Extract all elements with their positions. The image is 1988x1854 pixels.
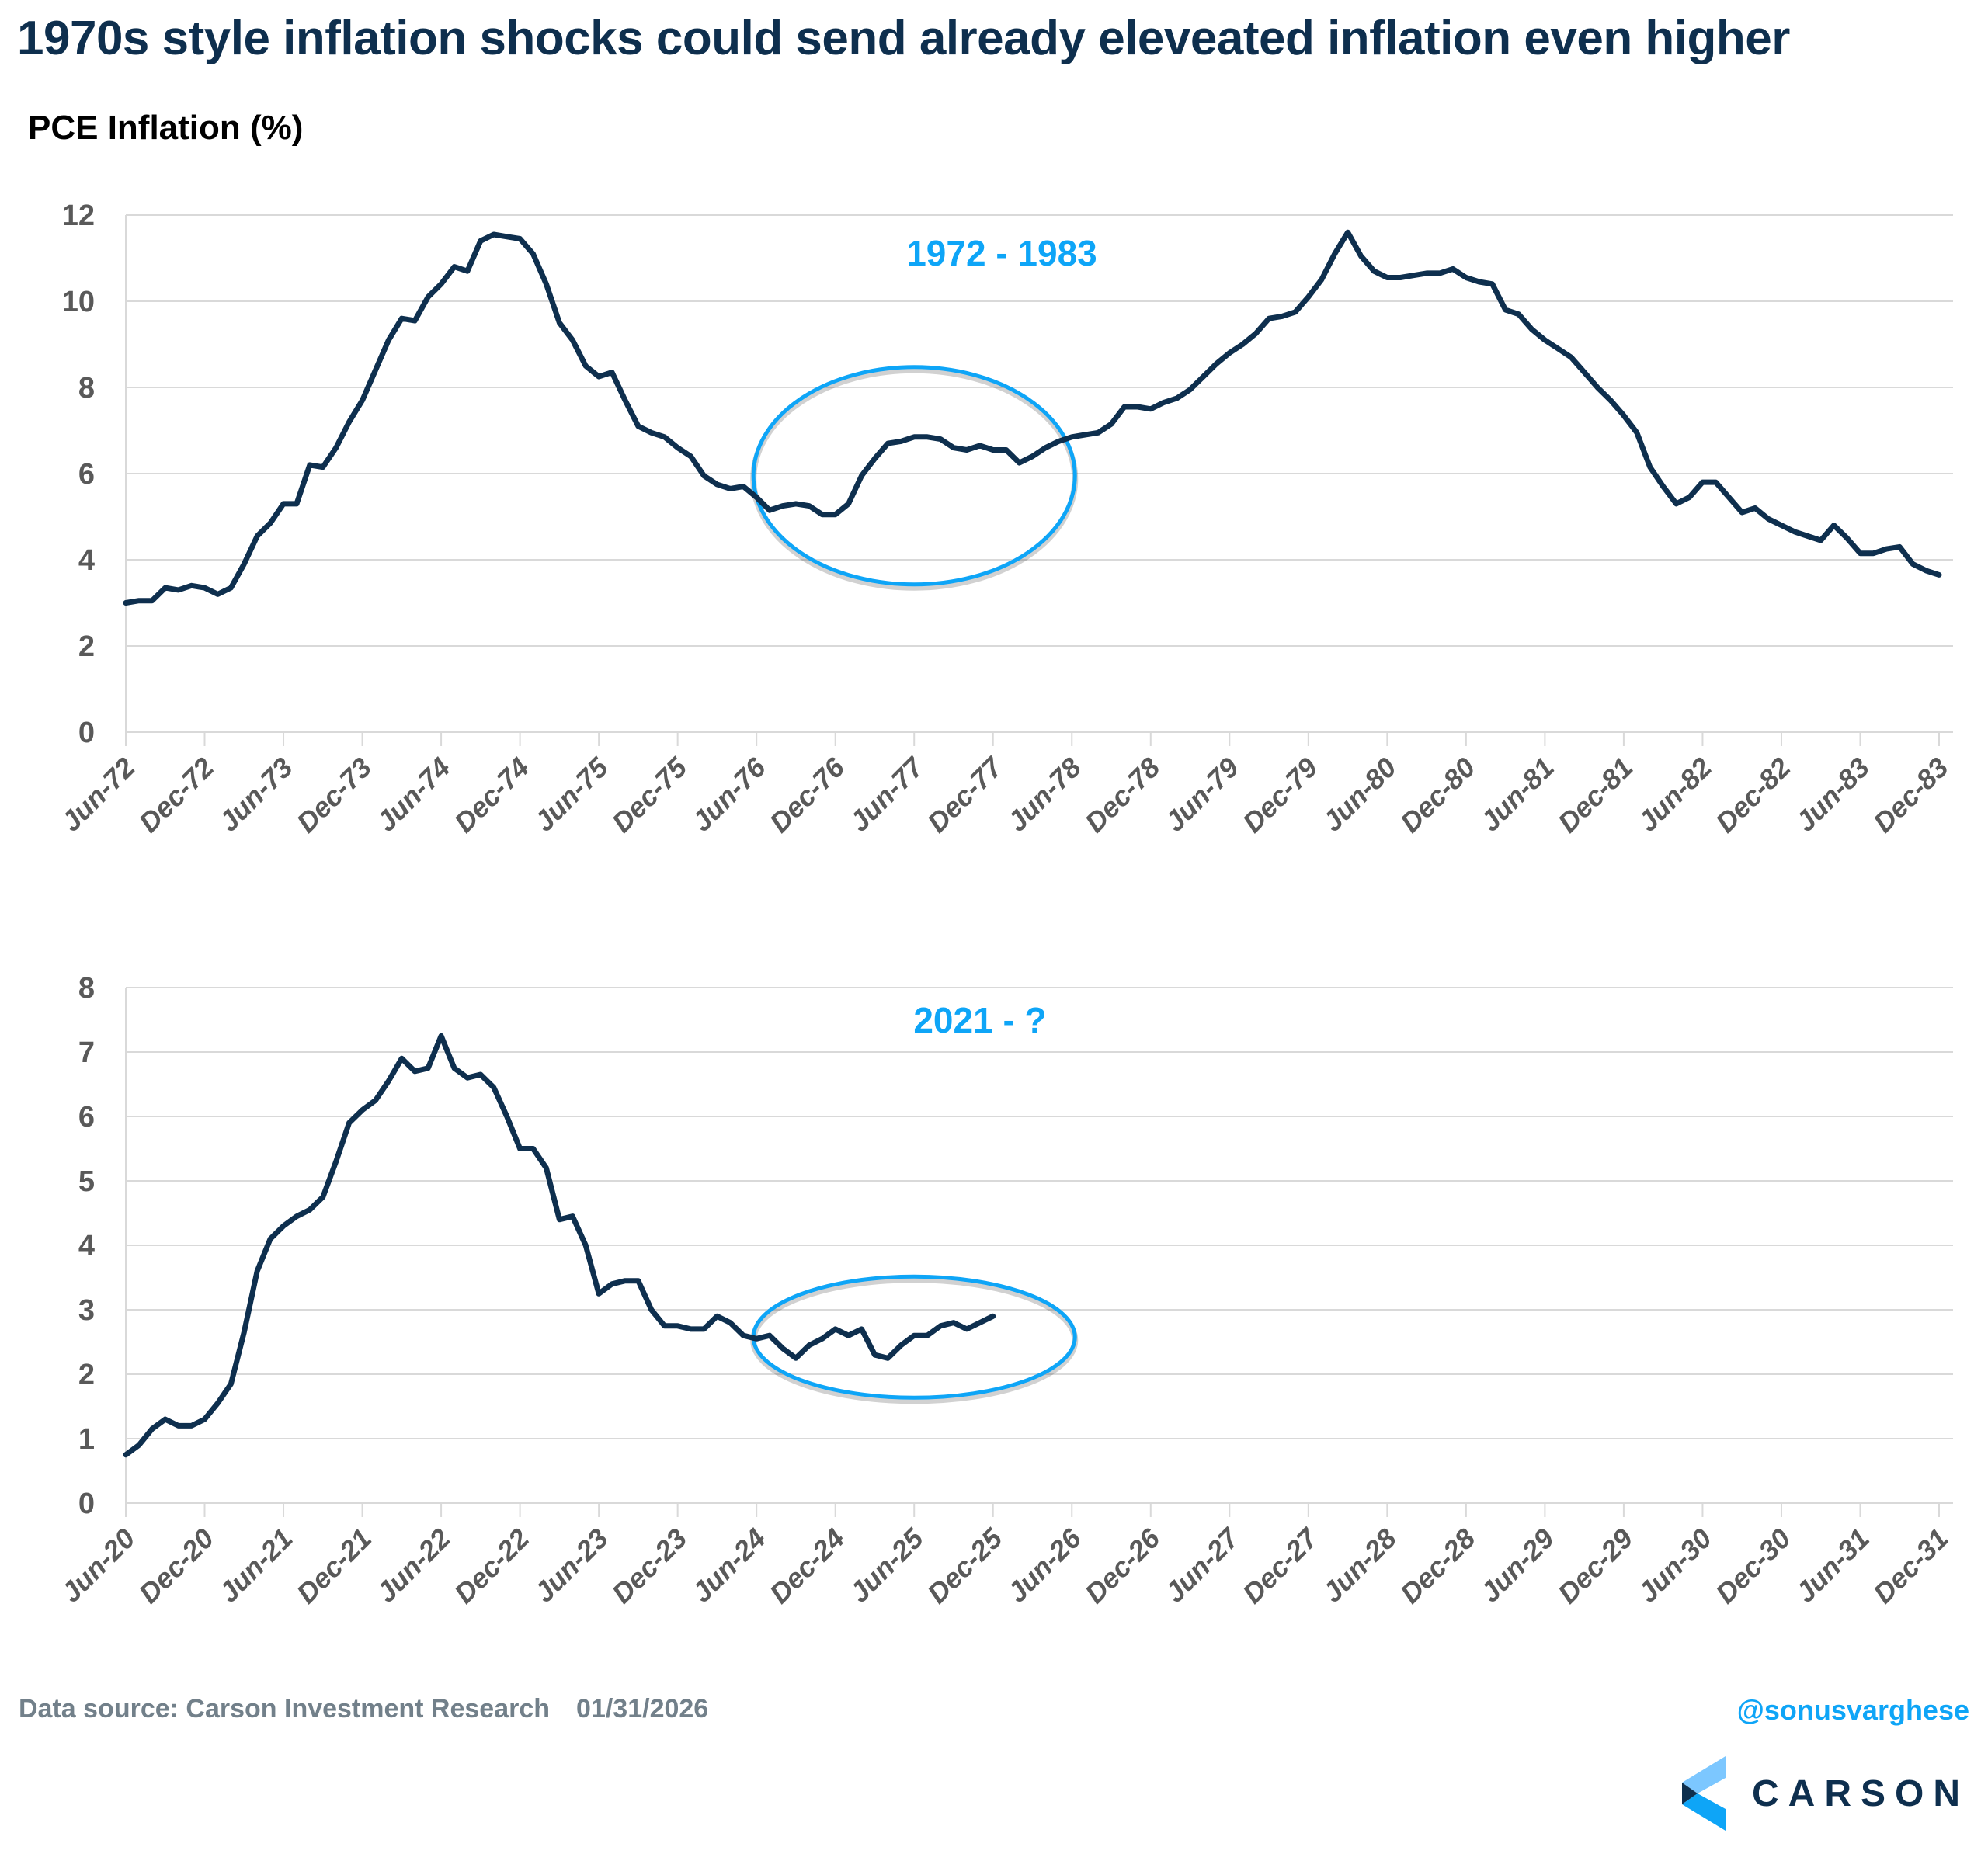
x-tick-label: Jun-81 (1474, 752, 1560, 838)
x-tick-label: Dec-73 (290, 752, 377, 838)
x-tick-label: Dec-77 (921, 750, 1010, 838)
y-tick-label: 7 (78, 1036, 95, 1069)
x-tick-label: Jun-79 (1159, 752, 1245, 838)
y-tick-label: 10 (62, 286, 95, 318)
y-tick-label: 0 (78, 1488, 95, 1520)
y-tick-label: 4 (78, 544, 95, 577)
x-tick-label: Dec-30 (1709, 1522, 1796, 1609)
x-tick-label: Jun-30 (1632, 1522, 1718, 1609)
twitter-handle[interactable]: @sonusvarghese (1736, 1694, 1969, 1726)
x-tick-label: Dec-28 (1394, 1522, 1481, 1609)
data-date-text: 01/31/2026 (576, 1694, 709, 1724)
x-tick-label: Jun-80 (1316, 752, 1402, 838)
period-annotation: 2021 - ? (913, 1000, 1046, 1040)
y-tick-label: 0 (78, 717, 95, 749)
x-tick-label: Dec-29 (1552, 1522, 1639, 1609)
y-tick-label: 1 (78, 1423, 95, 1456)
y-tick-label: 6 (78, 458, 95, 491)
y-tick-label: 5 (78, 1165, 95, 1198)
carson-chevron-logo-icon (1681, 1756, 1726, 1831)
x-tick-label: Dec-75 (606, 751, 693, 838)
x-tick-label: Jun-21 (213, 1522, 299, 1609)
x-tick-label: Dec-31 (1867, 1522, 1954, 1609)
x-tick-label: Dec-21 (290, 1522, 377, 1609)
x-tick-label: Jun-20 (55, 1522, 141, 1609)
y-tick-label: 2 (78, 1359, 95, 1391)
x-tick-label: Dec-20 (133, 1522, 220, 1609)
y-axis-title: PCE Inflation (%) (28, 109, 304, 147)
x-tick-label: Jun-28 (1316, 1522, 1402, 1609)
x-tick-label: Jun-75 (528, 751, 615, 838)
y-tick-label: 8 (78, 372, 95, 404)
x-tick-label: Dec-25 (921, 1522, 1009, 1609)
x-tick-label: Dec-76 (763, 751, 851, 838)
logo-wordmark: CARSON (1751, 1772, 1969, 1814)
x-tick-label: Dec-26 (1079, 1522, 1166, 1609)
y-tick-label: 6 (78, 1101, 95, 1134)
x-tick-label: Jun-74 (370, 752, 457, 838)
x-tick-label: Jun-22 (370, 1522, 457, 1609)
x-tick-label: Dec-74 (448, 752, 535, 838)
x-tick-label: Dec-80 (1394, 752, 1481, 838)
x-tick-label: Jun-83 (1789, 752, 1875, 838)
y-tick-label: 3 (78, 1294, 95, 1327)
data-source-text: Data source: Carson Investment Research (19, 1694, 551, 1724)
x-tick-label: Dec-23 (606, 1522, 693, 1609)
x-tick-label: Jun-82 (1632, 752, 1718, 838)
x-tick-label: Dec-24 (763, 1522, 850, 1609)
carson-logo: CARSON (1681, 1756, 1969, 1831)
y-tick-label: 8 (78, 972, 95, 1005)
x-tick-label: Jun-25 (843, 1522, 930, 1609)
x-tick-label: Dec-27 (1236, 1521, 1325, 1609)
x-tick-label: Dec-82 (1709, 752, 1796, 838)
chart-panel-2021: 012345678Jun-20Dec-20Jun-21Dec-21Jun-22D… (55, 972, 1955, 1609)
x-tick-label: Dec-83 (1867, 752, 1954, 838)
period-annotation: 1972 - 1983 (906, 233, 1097, 273)
y-tick-label: 4 (78, 1230, 95, 1262)
chart-title: 1970s style inflation shocks could send … (17, 12, 1790, 65)
x-tick-label: Dec-79 (1236, 752, 1323, 838)
x-tick-label: Jun-76 (686, 751, 773, 838)
x-tick-label: Jun-78 (1001, 752, 1087, 838)
x-tick-label: Dec-81 (1552, 752, 1639, 838)
x-tick-label: Jun-27 (1159, 1521, 1246, 1608)
annotation-ellipse-shadow (750, 1276, 1079, 1404)
x-tick-label: Jun-26 (1001, 1522, 1088, 1609)
x-tick-label: Jun-31 (1789, 1522, 1875, 1609)
annotation-ellipse (751, 365, 1077, 587)
y-tick-label: 2 (78, 630, 95, 663)
footer-source: Data source: Carson Investment Research 0… (19, 1694, 708, 1724)
x-tick-label: Dec-72 (133, 752, 220, 838)
y-tick-label: 12 (62, 200, 95, 232)
x-tick-label: Jun-72 (55, 752, 141, 838)
x-tick-label: Jun-73 (213, 752, 299, 838)
x-tick-label: Jun-24 (686, 1522, 772, 1609)
x-tick-label: Dec-22 (448, 1522, 535, 1609)
chart-panel-1972-1983: 024681012Jun-72Dec-72Jun-73Dec-73Jun-74D… (55, 200, 1955, 838)
x-tick-label: Jun-29 (1474, 1522, 1560, 1609)
x-tick-label: Jun-23 (528, 1522, 614, 1609)
x-tick-label: Dec-78 (1079, 752, 1166, 838)
x-tick-label: Jun-77 (843, 750, 930, 837)
